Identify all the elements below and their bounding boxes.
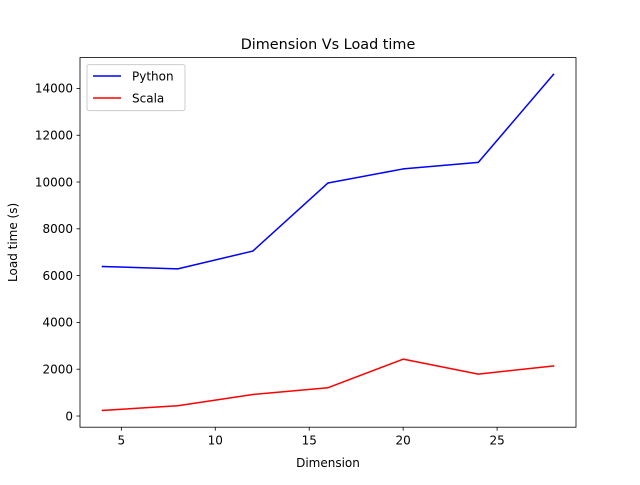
x-tick-label: 5: [118, 434, 126, 448]
data-point-scala: [552, 365, 555, 367]
data-point-python: [327, 182, 329, 184]
data-point-python: [252, 250, 254, 252]
data-point-scala: [101, 409, 104, 412]
y-tick-label: 10000: [35, 175, 73, 189]
y-tick-label: 8000: [42, 222, 73, 236]
data-point-python: [477, 161, 480, 164]
chart-title: Dimension Vs Load time: [241, 37, 416, 53]
x-tick-label: 20: [396, 434, 411, 448]
x-tick-label: 10: [208, 434, 223, 448]
y-axis-ticks: 0 2000 4000 6000 8000 10000 12000 14000: [35, 82, 80, 423]
legend: Python Scala: [86, 64, 186, 112]
data-point-scala: [176, 404, 179, 407]
legend-label-scala: Scala: [132, 91, 164, 105]
data-point-python: [402, 168, 404, 170]
data-point-scala: [252, 393, 254, 396]
y-axis-label: Load time (s): [6, 203, 20, 282]
data-point-scala: [402, 358, 404, 360]
legend-label-python: Python: [132, 69, 174, 83]
series-lines: [101, 73, 555, 412]
data-point-python: [552, 73, 555, 76]
x-tick-label: 15: [302, 434, 317, 448]
y-tick-label: 14000: [35, 82, 73, 96]
data-point-python: [101, 265, 104, 268]
plot-frame: [79, 57, 577, 428]
data-point-python: [176, 268, 179, 270]
data-point-scala: [327, 386, 329, 389]
y-tick-label: 6000: [42, 269, 73, 283]
x-axis-ticks: 5 10 15 20 25: [118, 427, 505, 448]
y-tick-label: 2000: [42, 363, 73, 377]
plot-background: [80, 57, 576, 428]
x-tick-label: 25: [489, 434, 504, 448]
y-tick-label: 0: [65, 409, 73, 423]
data-point-scala: [477, 373, 480, 375]
y-tick-label: 4000: [42, 316, 73, 330]
y-tick-label: 12000: [35, 129, 73, 143]
x-axis-label: Dimension: [296, 456, 360, 470]
